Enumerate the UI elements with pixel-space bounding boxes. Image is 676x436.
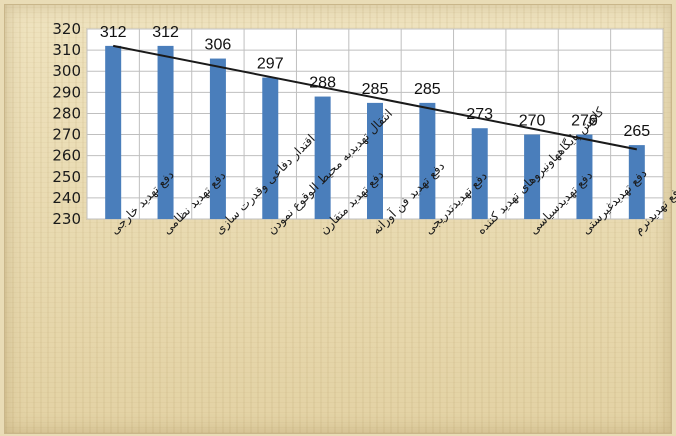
y-tick-label: 320 (52, 20, 81, 38)
data-label: 297 (257, 56, 284, 73)
bar (419, 102, 436, 219)
y-tick-label: 280 (52, 104, 81, 122)
y-tick-label: 240 (52, 189, 81, 207)
bar (367, 102, 383, 219)
data-label: 270 (519, 113, 546, 130)
data-label: 312 (152, 24, 179, 41)
bar (262, 77, 279, 219)
data-label: 285 (414, 81, 441, 98)
trendline (112, 44, 638, 151)
y-tick-label: 270 (52, 126, 81, 144)
data-label: 265 (623, 123, 650, 140)
y-tick-label: 290 (52, 83, 81, 101)
y-tick-label: 300 (52, 62, 81, 80)
bar (471, 128, 488, 219)
data-label: 273 (466, 106, 493, 123)
y-tick-label: 250 (52, 168, 81, 186)
bar (209, 58, 226, 219)
bar (524, 134, 541, 219)
data-label: 270 (571, 113, 598, 130)
data-label: 288 (309, 75, 336, 92)
y-tick-label: 310 (52, 41, 81, 59)
bar (157, 45, 174, 220)
trendline-line (112, 44, 638, 151)
bars (105, 45, 645, 220)
y-tick-label: 230 (52, 210, 81, 228)
bar (576, 134, 593, 219)
data-label: 312 (100, 24, 127, 41)
data-label: 306 (205, 37, 232, 54)
data-label: 285 (362, 81, 389, 98)
bar (628, 145, 645, 219)
bar (314, 96, 331, 219)
bar (105, 45, 122, 220)
data-labels: 312 312 306 297 288 285 285 273 270 270 265 (100, 24, 650, 140)
y-axis-ticks: 230 240 250 260 270 280 290 300 310 320 (52, 20, 81, 228)
y-tick-label: 260 (52, 147, 81, 165)
